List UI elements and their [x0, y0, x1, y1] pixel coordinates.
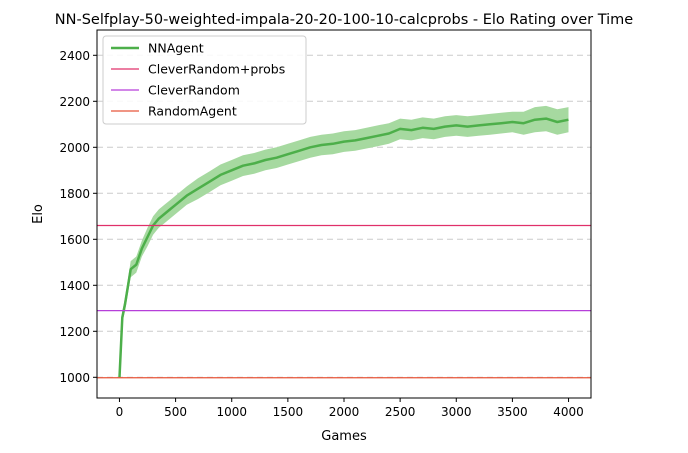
- x-tick-label: 0: [116, 405, 124, 419]
- plot-area: [97, 105, 591, 379]
- nnagent-line: [118, 117, 569, 378]
- legend-box: [102, 35, 307, 125]
- y-tick-label: 1800: [59, 187, 90, 201]
- y-tick-label: 2400: [59, 49, 90, 63]
- y-tick-label: 2200: [59, 95, 90, 109]
- legend: NNAgent CleverRandom+probs CleverRandom Ran…: [102, 35, 307, 125]
- x-tick-label: 500: [164, 405, 187, 419]
- x-tick-label: 1500: [273, 405, 304, 419]
- legend-label: RandomAgent: [148, 104, 237, 119]
- y-tick-label: 1200: [59, 325, 90, 339]
- x-tick-label: 1000: [216, 405, 247, 419]
- x-tick-label: 4000: [553, 405, 584, 419]
- legend-entry: CleverRandom: [111, 83, 240, 98]
- nnagent-band: [119, 105, 569, 378]
- y-tick-label: 1000: [59, 371, 90, 385]
- x-axis: 0 500 1000 1500 2000 2500 3000 3500 4000: [116, 398, 584, 419]
- legend-label: NNAgent: [148, 41, 204, 56]
- legend-label: CleverRandom+probs: [148, 62, 285, 77]
- legend-entry: RandomAgent: [111, 104, 237, 119]
- legend-entry: NNAgent: [111, 41, 204, 56]
- x-tick-label: 3000: [441, 405, 472, 419]
- x-tick-label: 2500: [385, 405, 416, 419]
- x-tick-label: 3500: [497, 405, 528, 419]
- y-tick-label: 1600: [59, 233, 90, 247]
- legend-label: CleverRandom: [148, 83, 240, 98]
- y-tick-label: 2000: [59, 141, 90, 155]
- x-tick-label: 2000: [329, 405, 360, 419]
- y-axis: 1000 1200 1400 1600 1800 2000 2200 2400: [59, 49, 97, 385]
- y-axis-label: Elo: [31, 204, 46, 224]
- x-axis-label: Games: [321, 429, 367, 444]
- y-tick-label: 1400: [59, 279, 90, 293]
- legend-entry: CleverRandom+probs: [111, 62, 285, 77]
- chart-title: NN-Selfplay-50-weighted-impala-20-20-100…: [55, 12, 633, 28]
